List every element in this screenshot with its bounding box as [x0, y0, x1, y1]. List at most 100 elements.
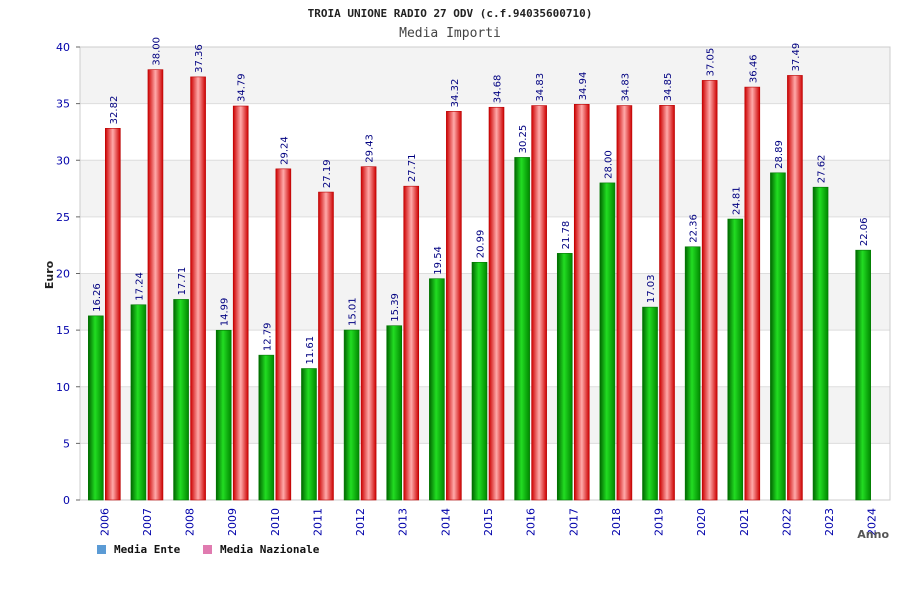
data-label: 30.25	[518, 125, 529, 154]
x-tick-label: 2023	[823, 508, 836, 536]
x-tick-label: 2016	[525, 508, 538, 536]
x-tick-label: 2007	[141, 508, 154, 536]
bar-media-ente	[386, 325, 403, 501]
bar-media-nazionale	[105, 128, 121, 501]
bar-media-ente	[812, 186, 829, 501]
bar-media-ente	[215, 329, 232, 501]
y-tick-label: 0	[63, 494, 70, 507]
bar-media-nazionale	[403, 185, 420, 501]
bar-media-ente	[258, 354, 275, 501]
data-label: 22.36	[689, 214, 700, 243]
bar-media-nazionale	[360, 166, 377, 501]
data-label: 32.82	[109, 96, 120, 125]
y-tick-label: 15	[56, 324, 70, 337]
bar-media-ente	[514, 157, 530, 501]
x-tick-label: 2019	[653, 508, 666, 536]
data-label: 27.19	[322, 159, 333, 188]
data-label: 21.78	[561, 221, 572, 250]
data-label: 36.46	[748, 54, 759, 83]
bar-media-nazionale	[232, 105, 249, 501]
chart-title: TROIA UNIONE RADIO 27 ODV (c.f.940356007…	[308, 7, 593, 20]
y-tick-label: 10	[56, 381, 70, 394]
data-label: 37.36	[194, 44, 205, 73]
y-tick-label: 20	[56, 268, 70, 281]
bar-media-ente	[855, 249, 871, 501]
x-tick-label: 2015	[482, 508, 495, 536]
data-label: 37.05	[706, 48, 717, 77]
bar-media-nazionale	[531, 105, 547, 501]
bar-media-nazionale	[446, 111, 462, 501]
bar-media-ente	[429, 278, 445, 501]
x-tick-label: 2009	[226, 508, 239, 536]
data-label: 11.61	[305, 336, 316, 365]
x-tick-label: 2021	[738, 508, 751, 536]
data-label: 20.99	[476, 230, 487, 259]
bar-media-ente	[301, 368, 317, 501]
y-tick-label: 5	[63, 437, 70, 450]
data-label: 34.85	[663, 73, 674, 102]
x-tick-label: 2024	[866, 508, 879, 536]
x-tick-label: 2013	[397, 508, 410, 536]
data-label: 17.71	[177, 267, 188, 296]
legend-label-media-ente: Media Ente	[114, 543, 181, 556]
data-label: 22.06	[859, 218, 870, 247]
bars-layer	[88, 69, 871, 501]
bar-media-ente	[770, 172, 786, 501]
y-axis-label: Euro	[43, 260, 56, 289]
x-axis-ticks: 2006 2007 2008 2009 2010 2011 2012 2013 2014 2015…	[98, 508, 878, 536]
x-tick-label: 2018	[610, 508, 623, 536]
bar-media-ente	[599, 182, 616, 501]
data-label: 34.83	[535, 73, 546, 102]
bar-media-nazionale	[787, 75, 803, 501]
y-axis-ticks: 0 5 10 15 20 25 30 35 40	[56, 41, 80, 507]
data-label: 27.71	[407, 154, 418, 183]
data-label: 15.39	[390, 293, 401, 322]
x-tick-label: 2020	[695, 508, 708, 536]
data-label: 34.94	[578, 72, 589, 101]
data-label: 28.00	[603, 150, 614, 179]
bar-media-nazionale	[318, 191, 334, 501]
data-label: 17.24	[134, 272, 145, 301]
bar-media-ente	[471, 261, 488, 501]
data-labels-layer: 16.26 32.82 17.24 38.00 17.71 37.36 14.99 34.79…	[92, 37, 870, 365]
data-label: 28.89	[774, 140, 785, 169]
bar-media-ente	[173, 299, 189, 501]
x-tick-label: 2011	[311, 508, 324, 536]
data-label: 27.62	[817, 155, 828, 184]
data-label: 34.83	[620, 73, 631, 102]
x-tick-label: 2010	[269, 508, 282, 536]
y-tick-label: 35	[56, 98, 70, 111]
bar-media-ente	[88, 315, 104, 501]
bar-media-nazionale	[573, 104, 590, 501]
x-tick-label: 2008	[184, 508, 197, 536]
data-label: 38.00	[151, 37, 162, 66]
y-tick-label: 40	[56, 41, 70, 54]
legend: Media Ente Media Nazionale	[97, 543, 320, 556]
bar-media-nazionale	[488, 106, 505, 501]
data-label: 29.24	[279, 136, 290, 165]
legend-swatch-media-ente	[97, 545, 106, 554]
data-label: 29.43	[365, 134, 376, 163]
bar-media-ente	[684, 246, 701, 501]
y-tick-label: 25	[56, 211, 70, 224]
chart-subtitle: Media Importi	[399, 26, 501, 41]
bar-media-ente	[556, 253, 573, 501]
data-label: 34.68	[493, 75, 504, 104]
bar-media-nazionale	[147, 69, 164, 501]
bar-media-ente	[727, 218, 744, 501]
x-axis-label: Anno	[857, 528, 889, 541]
data-label: 14.99	[220, 298, 231, 327]
bar-media-nazionale	[744, 86, 761, 501]
data-label: 24.81	[731, 186, 742, 215]
data-label: 12.79	[262, 323, 273, 352]
bar-media-nazionale	[659, 105, 675, 501]
bar-media-ente	[130, 304, 147, 501]
x-tick-label: 2012	[354, 508, 367, 536]
data-label: 17.03	[646, 274, 657, 303]
bar-media-nazionale	[275, 168, 292, 501]
bar-media-ente	[642, 306, 658, 501]
legend-label-media-nazionale: Media Nazionale	[220, 543, 320, 556]
bar-media-nazionale	[616, 105, 633, 501]
data-label: 37.49	[791, 43, 802, 72]
